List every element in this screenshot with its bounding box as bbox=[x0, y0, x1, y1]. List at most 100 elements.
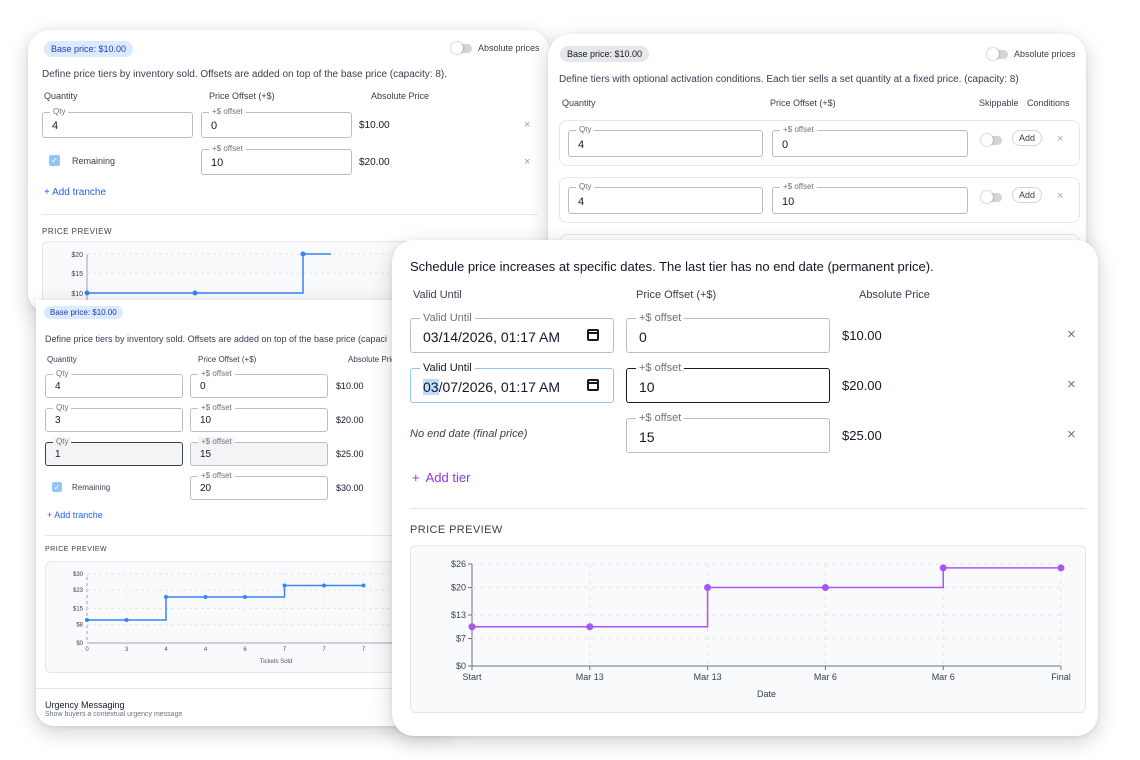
qty-legend: Qty bbox=[576, 182, 595, 192]
add-condition-button[interactable]: Add bbox=[1012, 187, 1043, 203]
qty-value: 3 bbox=[55, 415, 61, 426]
calendar-icon[interactable] bbox=[587, 329, 599, 341]
price-point bbox=[85, 618, 89, 622]
remaining-checkbox[interactable]: ✓ bbox=[52, 482, 62, 492]
qty-value: 4 bbox=[55, 381, 61, 392]
y-tick: $15 bbox=[71, 271, 83, 278]
qty-field[interactable]: Qty 4 bbox=[568, 125, 763, 157]
offset-field[interactable]: +$ offset 15 bbox=[626, 412, 830, 453]
offset-field[interactable]: +$ offset 10 bbox=[190, 403, 328, 432]
qty-legend: Qty bbox=[53, 369, 72, 379]
offset-value: 0 bbox=[211, 120, 218, 132]
x-tick: 7 bbox=[362, 647, 366, 653]
price-point bbox=[586, 623, 594, 631]
qty-field[interactable]: Qty 3 bbox=[45, 403, 183, 432]
preview-label: PRICE PREVIEW bbox=[45, 546, 108, 553]
price-chart: $26 $20 $13 $7 $0 Start Mar 13 Mar 13 Mar 6 Mar 6… bbox=[410, 545, 1086, 713]
skippable-toggle-icon[interactable] bbox=[981, 134, 1002, 146]
toggle-label: Absolute prices bbox=[1014, 49, 1076, 59]
remove-icon[interactable]: × bbox=[524, 156, 531, 168]
offset-legend: +$ offset bbox=[198, 403, 235, 413]
urgency-title: Urgency Messaging bbox=[45, 700, 125, 710]
description: Define tiers with optional activation co… bbox=[559, 74, 1019, 85]
add-tranche-label: Add tranche bbox=[54, 510, 103, 520]
absolute-prices-toggle[interactable]: Absolute prices bbox=[987, 47, 1076, 60]
remaining-checkbox[interactable]: ✓ bbox=[49, 155, 60, 166]
valid-until-field[interactable]: Valid Until 03/07/2026, 01:17 AM bbox=[410, 362, 614, 403]
offset-field[interactable]: +$ offset 15 bbox=[190, 437, 328, 466]
tranche-card-bottom-left: Base price: $10.00 Define price tiers by… bbox=[36, 300, 456, 726]
add-tranche-button[interactable]: + Add tranche bbox=[44, 187, 106, 198]
offset-field[interactable]: +$ offset 20 bbox=[190, 471, 328, 500]
offset-legend: +$ offset bbox=[780, 125, 817, 135]
absolute-price: $25.00 bbox=[336, 449, 364, 459]
plus-icon: + bbox=[412, 470, 420, 485]
remove-icon[interactable]: × bbox=[1057, 190, 1064, 202]
offset-field[interactable]: +$ offset 0 bbox=[190, 369, 328, 398]
qty-field[interactable]: Qty 4 bbox=[568, 182, 763, 214]
calendar-icon[interactable] bbox=[587, 379, 599, 391]
x-axis-label: Tickets Sold bbox=[260, 659, 292, 665]
add-tranche-button[interactable]: + Add tranche bbox=[47, 510, 103, 520]
description: Define price tiers by inventory sold. Of… bbox=[45, 334, 388, 344]
remaining-label: Remaining bbox=[72, 483, 111, 492]
offset-legend: +$ offset bbox=[636, 312, 685, 324]
price-chart-svg: $30 $23 $15 $8 $00 3 4 4 6 7 7 7 Tickets Sold bbox=[73, 572, 441, 665]
remove-icon[interactable]: × bbox=[1067, 326, 1076, 343]
price-point bbox=[192, 290, 198, 296]
remove-icon[interactable]: × bbox=[524, 119, 531, 131]
remove-icon[interactable]: × bbox=[1067, 426, 1076, 443]
header-offset: Price Offset (+$) bbox=[198, 355, 257, 364]
offset-field[interactable]: +$ offset 0 bbox=[772, 125, 968, 157]
offset-field[interactable]: +$ offset 0 bbox=[626, 312, 830, 353]
offset-legend: +$ offset bbox=[209, 144, 246, 154]
valid-until-field[interactable]: Valid Until 03/14/2026, 01:17 AM bbox=[410, 312, 614, 353]
remaining-label: Remaining bbox=[72, 156, 116, 166]
qty-value: 4 bbox=[578, 139, 585, 151]
x-tick: Mar 13 bbox=[694, 672, 722, 682]
offset-field[interactable]: +$ offset 10 bbox=[772, 182, 968, 214]
toggle-switch-icon[interactable] bbox=[451, 41, 472, 54]
x-axis-label: Date bbox=[757, 689, 776, 699]
price-step-line bbox=[87, 584, 364, 621]
y-tick: $20 bbox=[451, 583, 466, 593]
header-quantity: Quantity bbox=[44, 91, 78, 101]
y-tick: $23 bbox=[73, 588, 84, 594]
price-chart: $30 $23 $15 $8 $0 0 3 4 4 6 7 7 7 Tickets Sold bbox=[45, 561, 445, 673]
date-legend: Valid Until bbox=[420, 312, 475, 324]
header-valid-until: Valid Until bbox=[413, 289, 462, 301]
y-tick: $10 bbox=[71, 291, 83, 298]
add-tier-button[interactable]: + Add tier bbox=[412, 470, 470, 485]
schedule-card-front: Schedule price increases at specific dat… bbox=[392, 240, 1098, 736]
qty-value: 4 bbox=[52, 120, 59, 132]
header-offset: Price Offset (+$) bbox=[770, 98, 836, 108]
add-tier-label: Add tier bbox=[425, 470, 471, 485]
offset-value: 20 bbox=[200, 483, 212, 494]
add-tranche-label: Add tranche bbox=[52, 187, 107, 198]
qty-legend: Qty bbox=[53, 403, 72, 413]
qty-field[interactable]: Qty 4 bbox=[42, 107, 193, 138]
add-condition-button[interactable]: Add bbox=[1012, 130, 1043, 146]
x-tick: Mar 13 bbox=[576, 672, 604, 682]
price-point bbox=[322, 583, 326, 588]
offset-field[interactable]: +$ offset 0 bbox=[201, 107, 352, 138]
remove-icon[interactable]: × bbox=[1057, 133, 1064, 145]
qty-field[interactable]: Qty 4 bbox=[45, 369, 183, 398]
qty-value: 4 bbox=[578, 196, 585, 208]
x-tick: 7 bbox=[322, 647, 326, 653]
absolute-prices-toggle[interactable]: Absolute prices bbox=[451, 41, 540, 54]
remove-icon[interactable]: × bbox=[1067, 376, 1076, 393]
offset-field[interactable]: +$ offset 10 bbox=[201, 144, 352, 175]
absolute-price: $20.00 bbox=[359, 157, 390, 168]
qty-field[interactable]: Qty 1 bbox=[45, 437, 183, 466]
date-value: 03/07/2026, 01:17 AM bbox=[423, 379, 560, 395]
preview-label: PRICE PREVIEW bbox=[410, 524, 503, 536]
x-tick: 0 bbox=[85, 647, 89, 653]
offset-value: 10 bbox=[639, 379, 655, 395]
toggle-switch-icon[interactable] bbox=[987, 47, 1008, 60]
offset-legend: +$ offset bbox=[636, 412, 685, 424]
x-tick: 7 bbox=[283, 647, 287, 653]
offset-field[interactable]: +$ offset 10 bbox=[626, 362, 830, 403]
qty-value: 1 bbox=[55, 449, 61, 460]
skippable-toggle-icon[interactable] bbox=[981, 191, 1002, 203]
